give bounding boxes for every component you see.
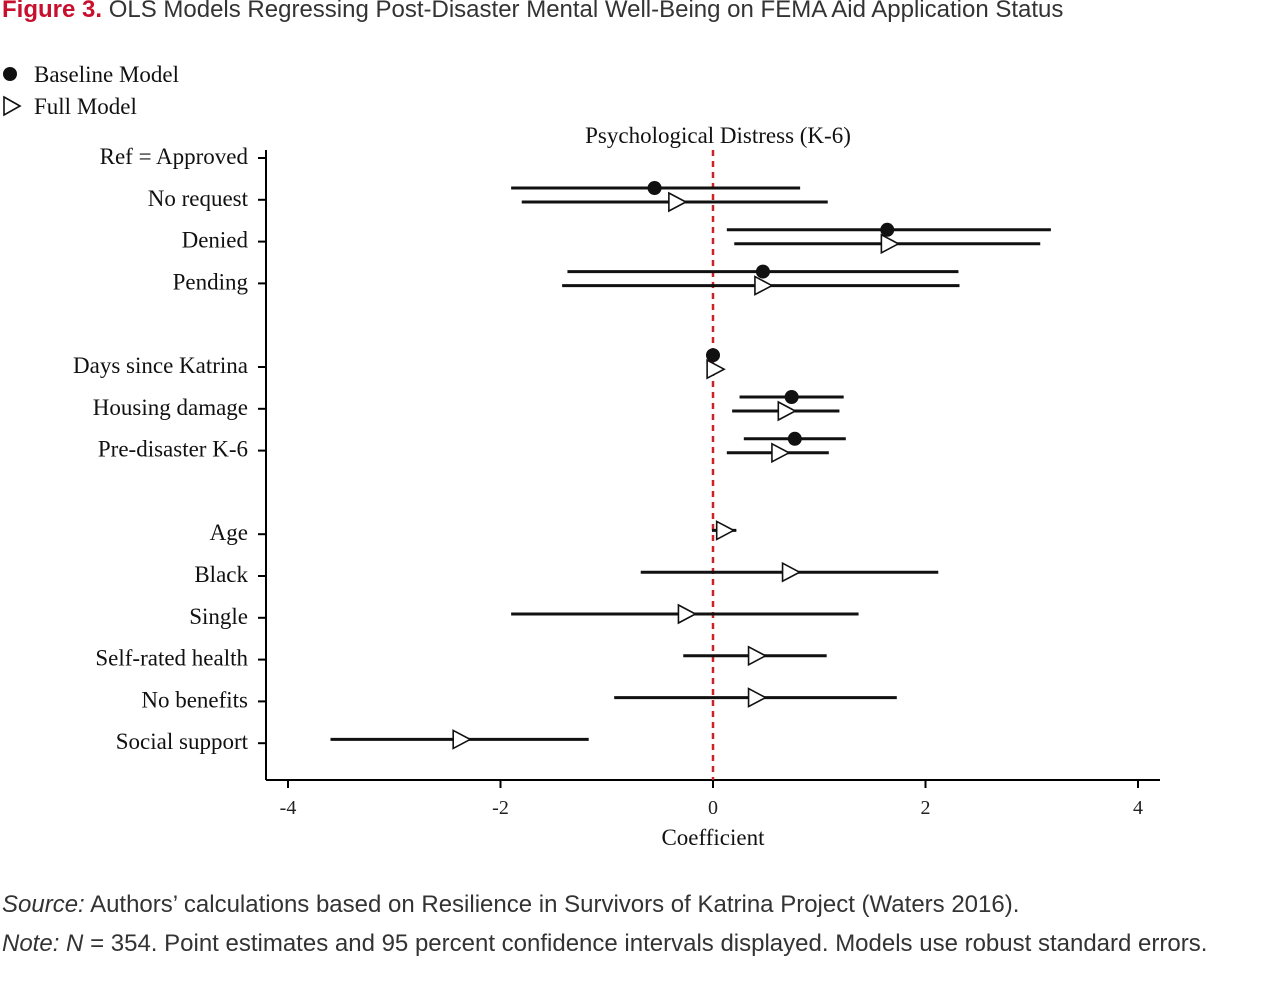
x-axis-title: Coefficient [661,825,765,850]
point-full [880,233,901,255]
plot-marks [330,181,1051,750]
source-label: Source: [2,891,85,918]
row-label: No benefits [141,687,248,712]
x-tick-label: 4 [1133,797,1143,819]
coefficient-plot: Baseline Model Full Model Psychological D… [3,62,1160,850]
legend-label-full: Full Model [34,94,137,119]
x-tick-label: -4 [280,797,297,819]
point-baseline [784,390,799,404]
row-label: Ref = Approved [100,144,249,169]
point-baseline [880,222,895,237]
legend-label-baseline: Baseline Model [34,62,179,87]
point-full [777,400,798,422]
row-label: Days since Katrina [73,353,248,378]
point-full [452,729,472,750]
point-full [715,520,736,541]
row-label: Single [189,604,248,629]
point-full [668,191,688,213]
point-full [781,561,802,583]
figure-title-text: OLS Models Regressing Post-Disaster Ment… [108,0,1064,23]
x-tick-label: 2 [921,797,931,819]
source-text: Authors’ calculations based on Resilienc… [90,891,1020,918]
figure-notes: Source: Authors’ calculations based on R… [2,885,1278,963]
legend-marker-baseline [3,67,17,81]
point-full [754,275,774,296]
x-tick-label: -2 [492,797,509,819]
point-full [706,358,726,380]
point-full [677,603,698,625]
row-label: No request [148,186,249,211]
legend-marker-full [3,95,22,117]
x-tick-label: 0 [708,797,718,819]
legend: Baseline Model Full Model [3,62,179,119]
row-label: Self-rated health [95,646,248,671]
row-label: Black [194,562,248,587]
note-body: = 354. Point estimates and 95 percent co… [90,930,1208,957]
point-full [747,645,768,667]
point-baseline [647,181,662,195]
panel-title: Psychological Distress (K-6) [585,123,851,148]
note-label: Note: [2,930,60,957]
row-label: Housing damage [93,395,248,420]
note-text: Note: N = 354. Point estimates and 95 pe… [2,924,1278,963]
figure-number: Figure 3. [2,0,103,23]
point-baseline [755,264,770,279]
row-label: Denied [182,228,249,253]
point-baseline [706,348,720,363]
note-n: N [66,930,84,957]
point-full [771,442,791,464]
figure-title: Figure 3. OLS Models Regressing Post-Dis… [2,0,1063,24]
axes: -4 -2 0 2 4 Ref = Approved No request Denied Pen… [73,144,1160,819]
source-note: Source: Authors’ calculations based on R… [2,885,1278,924]
row-label: Pre-disaster K-6 [98,437,248,462]
point-full [747,687,768,708]
row-label: Pending [173,269,249,294]
row-label: Age [210,520,248,545]
point-baseline [787,431,802,446]
row-label: Social support [116,729,249,754]
